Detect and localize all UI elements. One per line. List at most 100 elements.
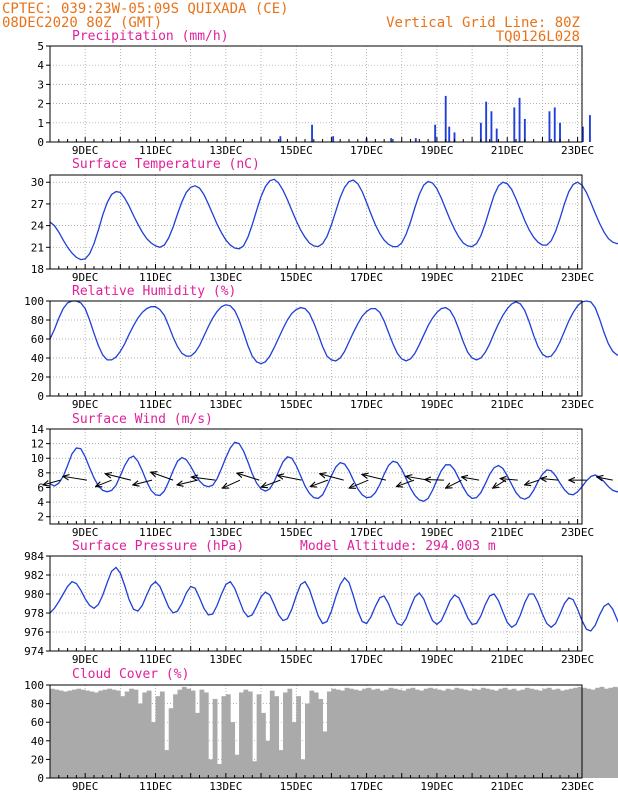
panel-frame: [49, 45, 583, 143]
cloud-bar: [80, 689, 86, 778]
cloud-bar: [432, 688, 438, 778]
cloud-bar: [67, 690, 73, 778]
y-tick-label: 100: [24, 679, 44, 692]
x-tick-label: 9DEC: [72, 780, 99, 793]
y-tick-label: 0: [37, 772, 44, 785]
y-tick-label: 8: [37, 467, 44, 480]
x-tick-label: 15DEC: [280, 271, 313, 284]
cloud-bar: [50, 688, 55, 778]
cloud-bar: [190, 690, 196, 778]
cloud-bar: [555, 688, 561, 778]
cloud-bar: [186, 688, 192, 778]
x-tick-label: 21DEC: [491, 653, 524, 666]
panel-6: Cloud Cover (%) 0 20 40 60 80 100 9DEC 11DEC 13DE…: [24, 667, 618, 793]
cloud-bar: [115, 690, 121, 778]
precip-bar: [434, 124, 437, 142]
panel-title: Cloud Cover (%): [72, 667, 189, 682]
y-tick-label: 0: [37, 136, 44, 149]
cloud-bar: [419, 690, 425, 778]
wind-arrow: [320, 474, 344, 481]
y-tick-label: 80: [31, 314, 44, 327]
cloud-bar: [388, 687, 394, 778]
cloud-bar: [234, 754, 240, 778]
y-tick-label: 60: [31, 333, 44, 346]
cloud-bar: [362, 688, 367, 778]
cloud-bar: [595, 687, 600, 778]
wind-arrow: [446, 479, 462, 488]
wind-arrow: [43, 479, 61, 485]
cloud-bar: [507, 689, 513, 778]
cloud-bar: [582, 687, 587, 778]
cloud-bar: [524, 687, 530, 778]
cloud-bar: [590, 689, 596, 778]
wind-arrow: [500, 479, 518, 481]
x-tick-label: 21DEC: [491, 780, 524, 793]
cloud-bar: [454, 687, 460, 778]
series-line: [49, 178, 618, 261]
cloud-bar: [93, 692, 99, 778]
x-tick-label: 19DEC: [420, 653, 453, 666]
cloud-bar: [239, 692, 244, 778]
wind-arrow: [261, 479, 281, 487]
x-tick-label: 21DEC: [491, 144, 524, 157]
precip-bar: [523, 118, 526, 142]
cloud-bar: [243, 689, 249, 778]
cloud-bar: [428, 687, 433, 778]
wind-arrow: [277, 475, 302, 481]
y-tick-label: 4: [37, 59, 44, 72]
precip-bars: [279, 95, 591, 142]
cloud-bar: [392, 688, 398, 778]
cloud-bar: [551, 689, 557, 778]
panel-title: Surface Temperature (nC): [72, 157, 260, 172]
cloud-bar: [71, 689, 77, 778]
cloud-bar: [322, 731, 328, 778]
wind-arrow: [310, 479, 329, 486]
wind-vectors: [43, 472, 613, 488]
cloud-bar: [208, 759, 214, 778]
panel-title: Surface Pressure (hPa): [72, 539, 244, 554]
wind-arrow: [191, 477, 216, 480]
wind-arrow: [425, 480, 444, 481]
cloud-bar: [296, 696, 302, 778]
precip-bar: [553, 107, 556, 142]
x-tick-label: 13DEC: [209, 780, 242, 793]
wind-arrow: [105, 474, 132, 481]
precip-bar: [390, 138, 393, 142]
precip-bar: [332, 136, 335, 142]
cloud-bar: [379, 690, 385, 778]
cloud-bar: [331, 688, 337, 778]
x-tick-label: 15DEC: [280, 780, 313, 793]
cloud-bar: [225, 694, 231, 778]
y-tick-label: 20: [31, 371, 44, 384]
cloud-bar: [129, 688, 134, 778]
x-tick-label: 23DEC: [561, 780, 594, 793]
cloud-bar: [221, 696, 227, 778]
cloud-bar: [520, 689, 526, 778]
x-tick-label: 11DEC: [139, 144, 172, 157]
grid: [50, 301, 582, 396]
cloud-bar: [287, 688, 293, 778]
x-tick-label: 21DEC: [491, 271, 524, 284]
x-tick-label: 23DEC: [561, 271, 594, 284]
x-tick-label: 17DEC: [350, 653, 383, 666]
cloud-bar: [265, 740, 271, 778]
y-tick-label: 24: [31, 220, 45, 233]
x-tick-label: 13DEC: [209, 398, 242, 411]
y-tick-label: 5: [37, 40, 44, 53]
cloud-bar: [283, 692, 288, 778]
cloud-bar: [494, 690, 499, 778]
x-tick-label: 23DEC: [561, 398, 594, 411]
cloud-bar: [195, 712, 200, 778]
x-tick-label: 19DEC: [420, 271, 453, 284]
x-tick-label: 21DEC: [491, 398, 524, 411]
panel-frame: [49, 174, 583, 270]
y-tick-label: 30: [31, 176, 44, 189]
x-tick-label: 23DEC: [561, 144, 594, 157]
cloud-bar: [401, 690, 407, 778]
y-tick-label: 21: [31, 241, 44, 254]
precip-bar: [518, 97, 521, 142]
x-tick-label: 21DEC: [491, 526, 524, 539]
cloud-bar: [274, 696, 280, 778]
cloud-bar: [357, 690, 363, 778]
